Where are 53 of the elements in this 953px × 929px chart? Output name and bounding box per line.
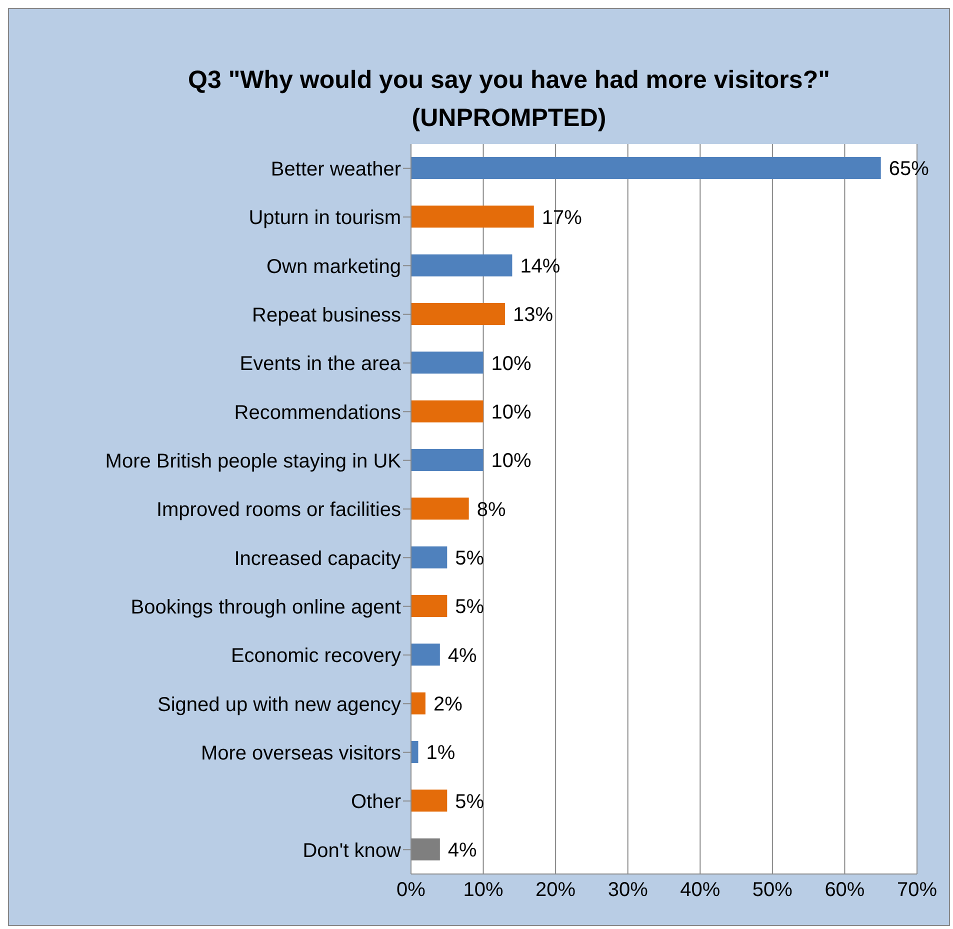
bar <box>411 546 448 568</box>
data-label: 10% <box>491 450 532 472</box>
y-tick-label: Bookings through online agent <box>130 596 402 618</box>
y-tick-label: Signed up with new agency <box>158 694 401 716</box>
y-tick-label: Increased capacity <box>234 548 401 570</box>
x-tick-label: 30% <box>608 879 648 902</box>
data-label: 65% <box>888 158 930 180</box>
x-tick-label: 10% <box>463 879 504 902</box>
x-tick-label: 50% <box>752 879 793 902</box>
data-label: 10% <box>491 352 532 375</box>
bar <box>411 254 512 276</box>
data-label: 4% <box>448 839 478 862</box>
bar <box>411 644 440 666</box>
bar <box>411 741 418 763</box>
bar <box>411 449 484 471</box>
y-tick-label: Own marketing <box>266 256 401 278</box>
bar <box>411 692 426 714</box>
data-label: 8% <box>476 498 506 521</box>
bar <box>411 790 448 812</box>
data-label: 1% <box>426 742 456 764</box>
data-label: 17% <box>542 206 582 229</box>
y-tick-label: Recommendations <box>234 402 401 424</box>
y-tick-label: More overseas visitors <box>200 742 401 764</box>
bar <box>411 157 881 179</box>
data-label: 5% <box>455 547 484 570</box>
bar <box>411 303 505 325</box>
data-label: 5% <box>455 596 484 618</box>
x-tick-label: 60% <box>824 879 865 902</box>
bar <box>411 498 469 520</box>
y-tick-label: Economic recovery <box>230 645 401 668</box>
x-tick-label: 70% <box>896 879 938 902</box>
bar <box>411 206 534 228</box>
y-tick-label: Upturn in tourism <box>248 207 401 230</box>
bar <box>411 595 448 617</box>
y-tick-label: Events in the area <box>240 353 402 376</box>
data-label: 14% <box>520 255 560 278</box>
data-label: 10% <box>491 401 532 424</box>
y-tick-label: Other <box>350 791 402 814</box>
data-label: 2% <box>433 693 463 716</box>
chart-title: Q3 "Why would you say you have had more visitors?" (UNPROMPTED) <box>187 65 831 134</box>
data-label: 5% <box>455 790 484 813</box>
y-tick-label: Repeat business <box>252 304 401 326</box>
y-tick-label: Better weather <box>270 158 402 180</box>
data-label: 4% <box>448 644 478 667</box>
bar <box>411 352 484 374</box>
x-tick-label: 40% <box>680 879 720 902</box>
data-label: 13% <box>512 304 554 326</box>
x-tick-label: 20% <box>536 879 576 902</box>
x-tick-label: 0% <box>396 879 426 902</box>
y-tick-label: Improved rooms or facilities <box>156 499 401 522</box>
y-tick-label: Don't know <box>302 840 402 862</box>
bar <box>411 400 484 422</box>
y-tick-label: More British people staying in UK <box>105 450 402 472</box>
